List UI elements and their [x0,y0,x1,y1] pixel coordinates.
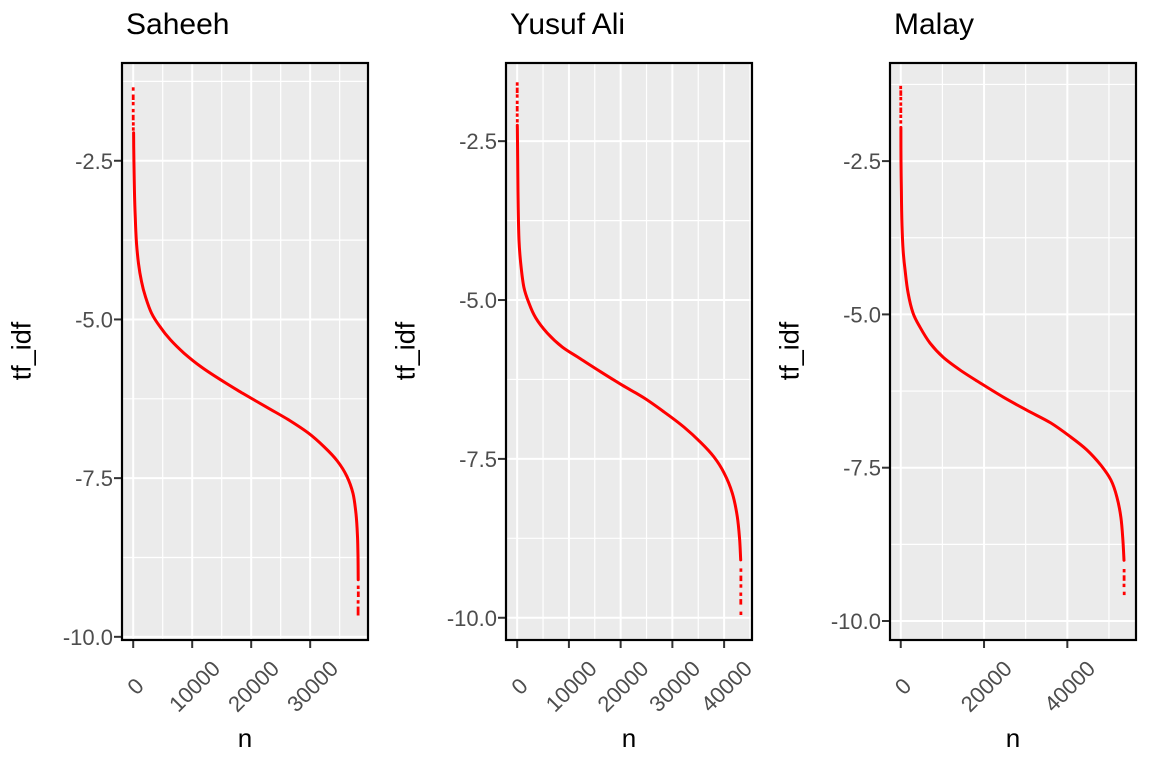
y-tick-label: -7.5 [843,456,881,481]
panel-malay: 0 20000 40000 -2.5 -5.0 -7.5 -10.0 Malay tf_id… [768,0,1152,768]
data-point [899,90,903,96]
data-point [131,122,135,126]
y-axis-title: tf_idf [390,321,421,381]
panel-border [888,61,1138,642]
x-tick-label: 20000 [592,656,653,717]
data-point [1122,591,1126,596]
y-tick-label: -5.0 [459,288,497,313]
x-tick-label: 40000 [696,656,757,717]
panel-background [122,63,368,640]
data-point [899,96,903,101]
plot-title: Malay [894,8,975,41]
data-point [131,114,135,121]
data-point [899,120,903,124]
y-tick-label: -10.0 [63,625,113,650]
data-point [131,94,135,100]
x-tick-label: 0 [506,673,532,699]
minor-gridlines [890,63,1136,640]
x-axis-title: n [621,723,637,753]
x-tick-label: 20000 [956,656,1017,717]
data-point [739,584,743,588]
data-point [899,102,903,106]
y-tick-label: -7.5 [75,466,113,491]
data-points [131,87,360,616]
data-point [515,113,519,117]
data-point [739,599,743,605]
data-point [739,568,743,572]
data-point [356,610,360,616]
axis-ticks [114,159,312,648]
panel-saheeh: 0 10000 20000 30000 -2.5 -5.0 -7.5 -10.0 Saheeh… [0,0,384,768]
panel-border [504,61,754,642]
axis-ticks [882,160,1069,648]
data-point [1122,569,1126,573]
data-point [356,600,360,604]
data-point [739,611,743,615]
major-gridlines [122,63,368,640]
data-curve [899,125,1126,562]
x-axis-title: n [237,723,253,753]
panel-border [120,61,370,642]
minor-gridlines [122,63,368,640]
x-tick-label: 40000 [1039,656,1100,717]
y-tick-label: -2.5 [459,129,497,154]
x-tick-label: 0 [890,673,916,699]
data-points [899,85,1126,596]
x-tick-label: 20000 [223,656,284,717]
data-point [739,575,743,582]
x-tick-label: 10000 [541,656,602,717]
plot-area-malay: 0 20000 40000 -2.5 -5.0 -7.5 -10.0 [831,61,1138,717]
data-point [356,606,360,610]
y-tick-label: -10.0 [831,609,881,634]
data-point [515,100,519,105]
y-tick-label: -5.0 [843,302,881,327]
data-point [899,114,903,118]
panel-background [890,63,1136,640]
data-point [899,85,903,90]
data-point [131,108,135,113]
data-point [356,591,360,597]
data-point [515,106,519,112]
x-tick-label: 0 [122,673,148,699]
data-point [515,94,519,98]
y-tick-label: -2.5 [75,149,113,174]
y-tick-label: -5.0 [75,307,113,332]
x-tick-label: 30000 [644,656,705,717]
data-points [515,82,743,615]
data-point [515,87,519,94]
plot-title: Saheeh [126,8,230,41]
panel-yusuf-ali: 0 10000 20000 30000 40000 -2.5 -5.0 -7.5 -10.0 Y… [384,0,768,768]
data-point [739,592,743,596]
minor-gridlines [506,63,752,640]
y-tick-label: -2.5 [843,149,881,174]
data-point [131,87,135,91]
data-point [899,107,903,113]
y-tick-label: -7.5 [459,447,497,472]
data-point [356,585,360,589]
data-point [515,82,519,86]
data-point [1122,583,1126,588]
plot-title: Yusuf Ali [510,8,626,41]
y-axis-title: tf_idf [6,321,37,381]
y-tick-label: -10.0 [447,606,497,631]
data-point [515,119,519,123]
data-curve [515,123,743,562]
data-curve [132,131,360,582]
data-point [1122,575,1126,581]
panel-background [506,63,752,640]
y-axis-title: tf_idf [774,321,805,381]
x-tick-label: 10000 [164,656,225,717]
data-point [131,101,135,106]
axis-ticks [498,140,726,648]
data-point [131,127,135,131]
x-axis-title: n [1005,723,1021,753]
x-tick-label: 30000 [282,656,343,717]
